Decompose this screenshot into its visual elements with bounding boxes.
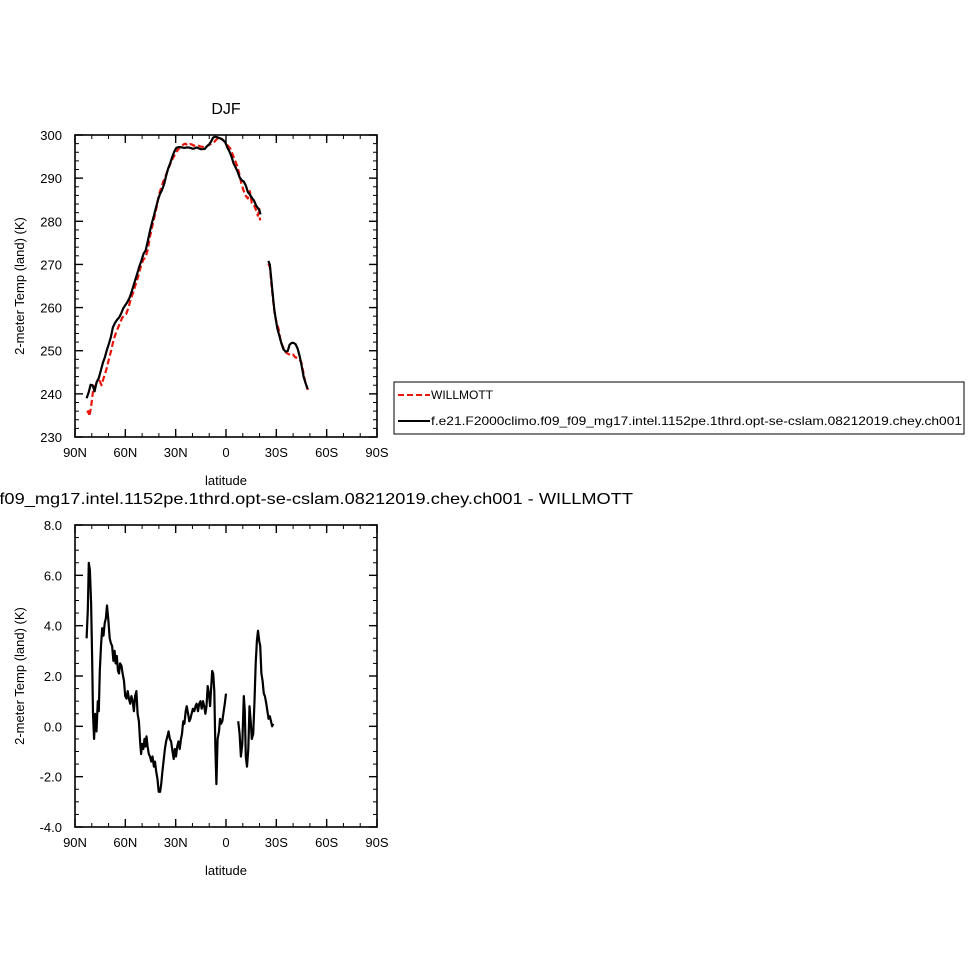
temperature-panel: DJF latitude 2-meter Temp (land) (K) 90N…: [12, 101, 965, 488]
panel-title: DJF: [211, 101, 241, 118]
x-tick-label: 30S: [265, 835, 288, 850]
y-tick-label: 260: [40, 301, 62, 316]
x-tick-label: 90N: [63, 445, 87, 460]
y-tick-label: 300: [40, 128, 62, 143]
legend-box: [393, 381, 965, 435]
legend-label-model: f.e21.F2000climo.f09_f09_mg17.intel.1152…: [431, 414, 962, 428]
y-tick-label: 280: [40, 214, 62, 229]
series-line-1-segment-1: [85, 561, 228, 793]
x-axis-label: latitude: [205, 473, 247, 488]
y-axis-label: 2-meter Temp (land) (K): [12, 607, 27, 745]
y-tick-label: 240: [40, 387, 62, 402]
plot-area: 90N 60N 30N 0 30S 60S 90S 230 240 250 260 270 280 290…: [40, 128, 389, 460]
panel-title: f.e21.F2000climo.f09_f09_mg17.intel.1152…: [0, 491, 633, 508]
y-tick-label: 250: [40, 344, 62, 359]
series-line-1-segment-2: [237, 629, 275, 768]
y-tick-label: 270: [40, 257, 62, 272]
x-tick-label: 60S: [315, 445, 338, 460]
legend: WILLMOTT f.e21.F2000climo.f09_f09_mg17.i…: [393, 381, 965, 435]
x-tick-label: 30S: [265, 445, 288, 460]
x-tick-label: 0: [222, 835, 229, 850]
y-tick-label: -4.0: [40, 820, 62, 835]
difference-panel: f.e21.F2000climo.f09_f09_mg17.intel.1152…: [0, 491, 633, 878]
plot-frame: [74, 524, 378, 828]
y-tick-label: 2.0: [44, 669, 62, 684]
x-tick-label: 60S: [315, 835, 338, 850]
y-tick-label: 6.0: [44, 568, 62, 583]
x-tick-label: 90N: [63, 835, 87, 850]
x-axis-label: latitude: [205, 863, 247, 878]
y-tick-label: 4.0: [44, 619, 62, 634]
x-tick-label: 90S: [365, 445, 388, 460]
x-tick-label: 0: [222, 445, 229, 460]
y-tick-label: 0.0: [44, 719, 62, 734]
series-line-2-segment-2: [267, 260, 309, 390]
y-tick-label: 290: [40, 171, 62, 186]
legend-label-willmott: WILLMOTT: [431, 388, 494, 402]
x-tick-label: 90S: [365, 835, 388, 850]
y-tick-label: 230: [40, 430, 62, 445]
y-axis-label: 2-meter Temp (land) (K): [12, 217, 27, 355]
series-line-1-segment-1: [86, 136, 262, 418]
y-tick-label: -2.0: [40, 770, 62, 785]
x-tick-label: 60N: [113, 445, 137, 460]
series-line-2-segment-1: [85, 135, 262, 399]
x-tick-label: 30N: [164, 835, 188, 850]
x-tick-label: 30N: [164, 445, 188, 460]
plot-area: 90N 60N 30N 0 30S 60S 90S -4.0 -2.0 0.0 2.0 4.0 6.0 8…: [40, 518, 389, 850]
y-tick-label: 8.0: [44, 518, 62, 533]
x-tick-label: 60N: [113, 835, 137, 850]
plot-frame: [74, 134, 378, 438]
